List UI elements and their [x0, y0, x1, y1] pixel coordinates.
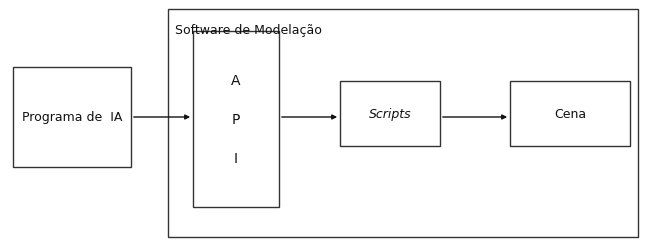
Text: Software de Modelação: Software de Modelação — [175, 24, 322, 37]
Text: A

P

I: A P I — [231, 74, 241, 165]
Text: Scripts: Scripts — [368, 108, 411, 120]
Bar — [510, 82, 630, 146]
Bar — [193, 32, 279, 207]
Bar — [13, 68, 131, 167]
Bar — [340, 82, 440, 146]
Bar — [168, 10, 638, 237]
Text: Cena: Cena — [554, 108, 586, 120]
Text: Programa de  IA: Programa de IA — [22, 111, 122, 124]
